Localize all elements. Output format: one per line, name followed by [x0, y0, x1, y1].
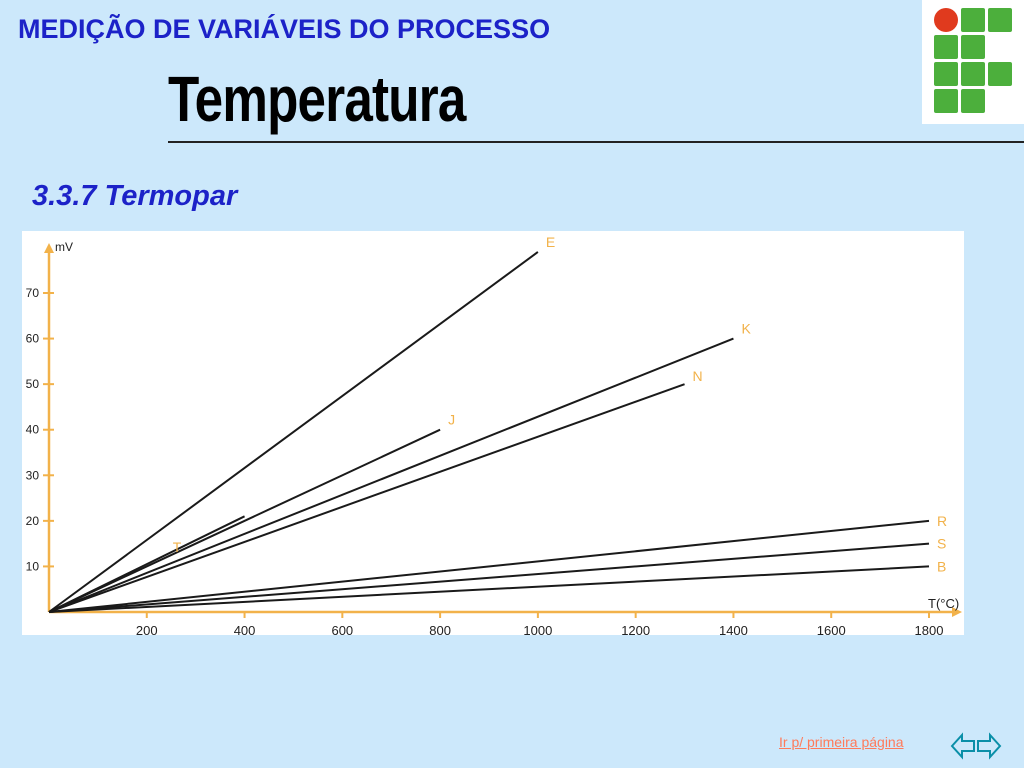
series-line-R [48, 519, 930, 613]
y-tick-label: 50 [26, 377, 40, 391]
series-line-N [48, 383, 685, 613]
y-tick-label: 40 [26, 423, 40, 437]
series-label-N: N [693, 368, 703, 384]
series-line-B [48, 565, 930, 613]
series-label-S: S [937, 536, 946, 552]
page-title: Temperatura [168, 63, 466, 135]
x-tick-label: 1600 [817, 623, 846, 635]
x-tick-label: 1200 [621, 623, 650, 635]
x-tick-label: 600 [331, 623, 353, 635]
y-tick-label: 70 [26, 286, 40, 300]
logo-square [988, 8, 1012, 32]
logo-square [934, 35, 958, 59]
logo-dot [934, 8, 958, 32]
series-label-J: J [448, 412, 455, 428]
y-tick-label: 10 [26, 559, 40, 573]
first-page-link[interactable]: Ir p/ primeira página [779, 734, 904, 750]
series-line-J [48, 428, 441, 613]
x-tick-label: 1800 [915, 623, 944, 635]
y-tick-label: 60 [26, 332, 40, 346]
x-axis-label: T(°C) [928, 596, 959, 611]
institute-logo-icon [922, 0, 1024, 124]
series-label-E: E [546, 234, 555, 250]
thermocouple-chart: mV T(°C) 200 400 600 800 1000 1200 1400 1600 1800 1… [22, 231, 964, 638]
series-line-E [48, 251, 539, 613]
logo-square [961, 89, 985, 113]
y-tick-label: 30 [26, 468, 40, 482]
section-title: MEDIÇÃO DE VARIÁVEIS DO PROCESSO [18, 14, 551, 44]
y-axis-label: mV [55, 240, 73, 254]
x-tick-label: 800 [429, 623, 451, 635]
logo-square [934, 89, 958, 113]
x-tick-label: 400 [234, 623, 256, 635]
y-tick-label: 20 [26, 514, 40, 528]
x-axis-arrow [952, 607, 962, 617]
logo-square [961, 8, 985, 32]
series-line-S [48, 542, 930, 613]
back-forward-arrows-icon[interactable] [950, 731, 1002, 761]
section-subtitle: 3.3.7 Termopar [32, 180, 238, 212]
logo-square [934, 62, 958, 86]
logo-square [961, 35, 985, 59]
series-label-B: B [937, 558, 946, 574]
x-tick-label: 200 [136, 623, 158, 635]
x-tick-label: 1400 [719, 623, 748, 635]
x-tick-label: 1000 [523, 623, 552, 635]
series-label-T: T [173, 539, 182, 555]
series-line-K [48, 337, 734, 613]
logo-square [988, 62, 1012, 86]
y-axis-arrow [44, 243, 54, 253]
series-line-T [48, 515, 245, 613]
series-label-K: K [741, 321, 751, 337]
series-label-R: R [937, 513, 947, 529]
title-divider [168, 141, 1024, 143]
logo-square [961, 62, 985, 86]
